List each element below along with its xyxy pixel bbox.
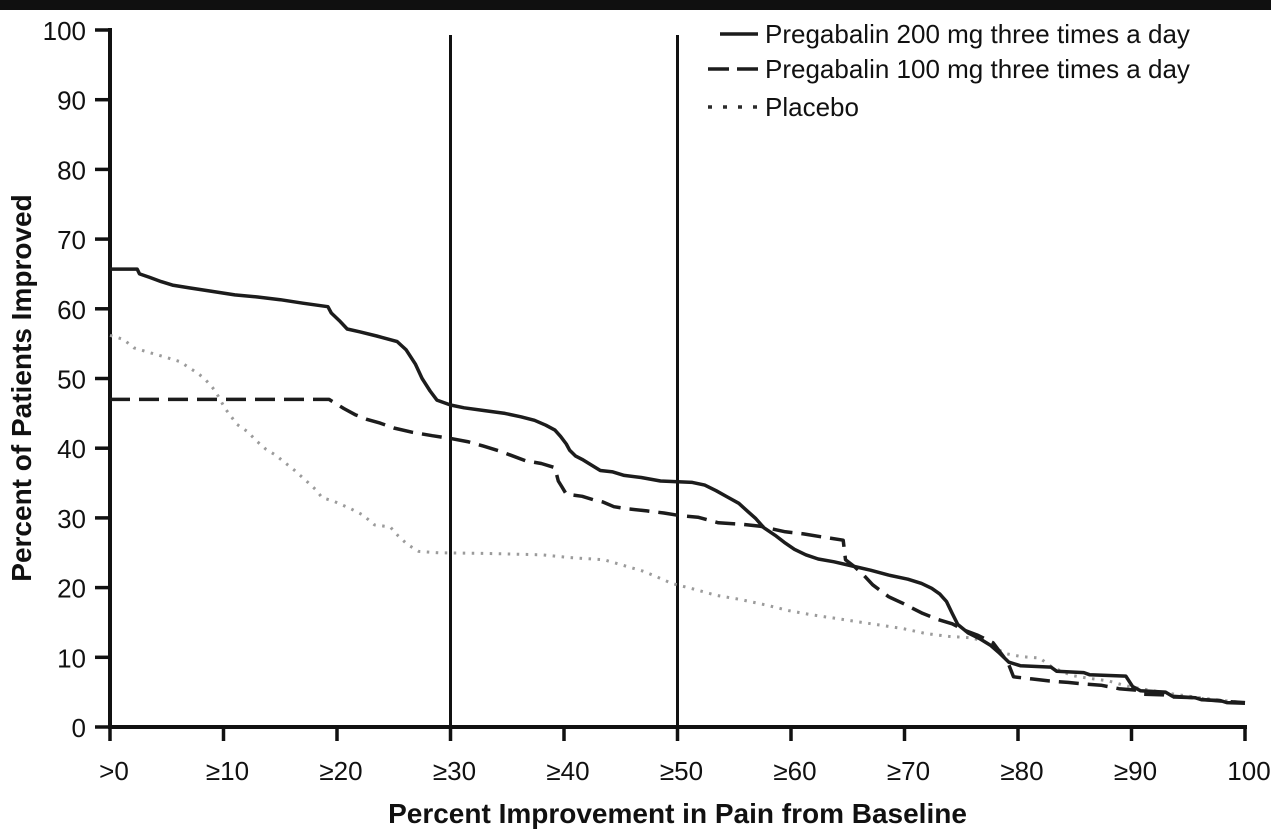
x-tick-label: ≥40 (546, 756, 589, 786)
y-tick-label: 50 (57, 365, 86, 395)
x-tick-label: ≥70 (887, 756, 930, 786)
y-tick-label: 80 (57, 155, 86, 185)
series-pregabalin-200-mg-three-times-a-day (110, 267, 1246, 706)
x-tick-label: ≥30 (433, 756, 476, 786)
y-tick-label: 0 (72, 713, 86, 743)
y-axis-title: Percent of Patients Improved (6, 194, 37, 582)
y-tick-label: 100 (43, 16, 86, 46)
x-tick-label: ≥80 (1000, 756, 1043, 786)
y-tick-label: 30 (57, 504, 86, 534)
legend-label: Placebo (765, 92, 859, 122)
x-tick-label: >0 (99, 756, 129, 786)
y-tick-label: 10 (57, 643, 86, 673)
x-tick-label: ≥90 (1114, 756, 1157, 786)
x-tick-label: 100 (1227, 756, 1270, 786)
legend-label: Pregabalin 200 mg three times a day (765, 19, 1190, 49)
top-border-strip (0, 0, 1271, 10)
y-tick-label: 20 (57, 574, 86, 604)
x-axis-title: Percent Improvement in Pain from Baselin… (388, 798, 967, 829)
legend-label: Pregabalin 100 mg three times a day (765, 54, 1190, 84)
x-tick-label: ≥60 (773, 756, 816, 786)
y-tick-label: 60 (57, 295, 86, 325)
x-tick-label: ≥50 (660, 756, 703, 786)
y-tick-label: 40 (57, 434, 86, 464)
series-placebo (109, 333, 1246, 705)
y-tick-label: 90 (57, 86, 86, 116)
y-tick-label: 70 (57, 225, 86, 255)
x-tick-label: ≥10 (206, 756, 249, 786)
x-tick-label: ≥20 (319, 756, 362, 786)
